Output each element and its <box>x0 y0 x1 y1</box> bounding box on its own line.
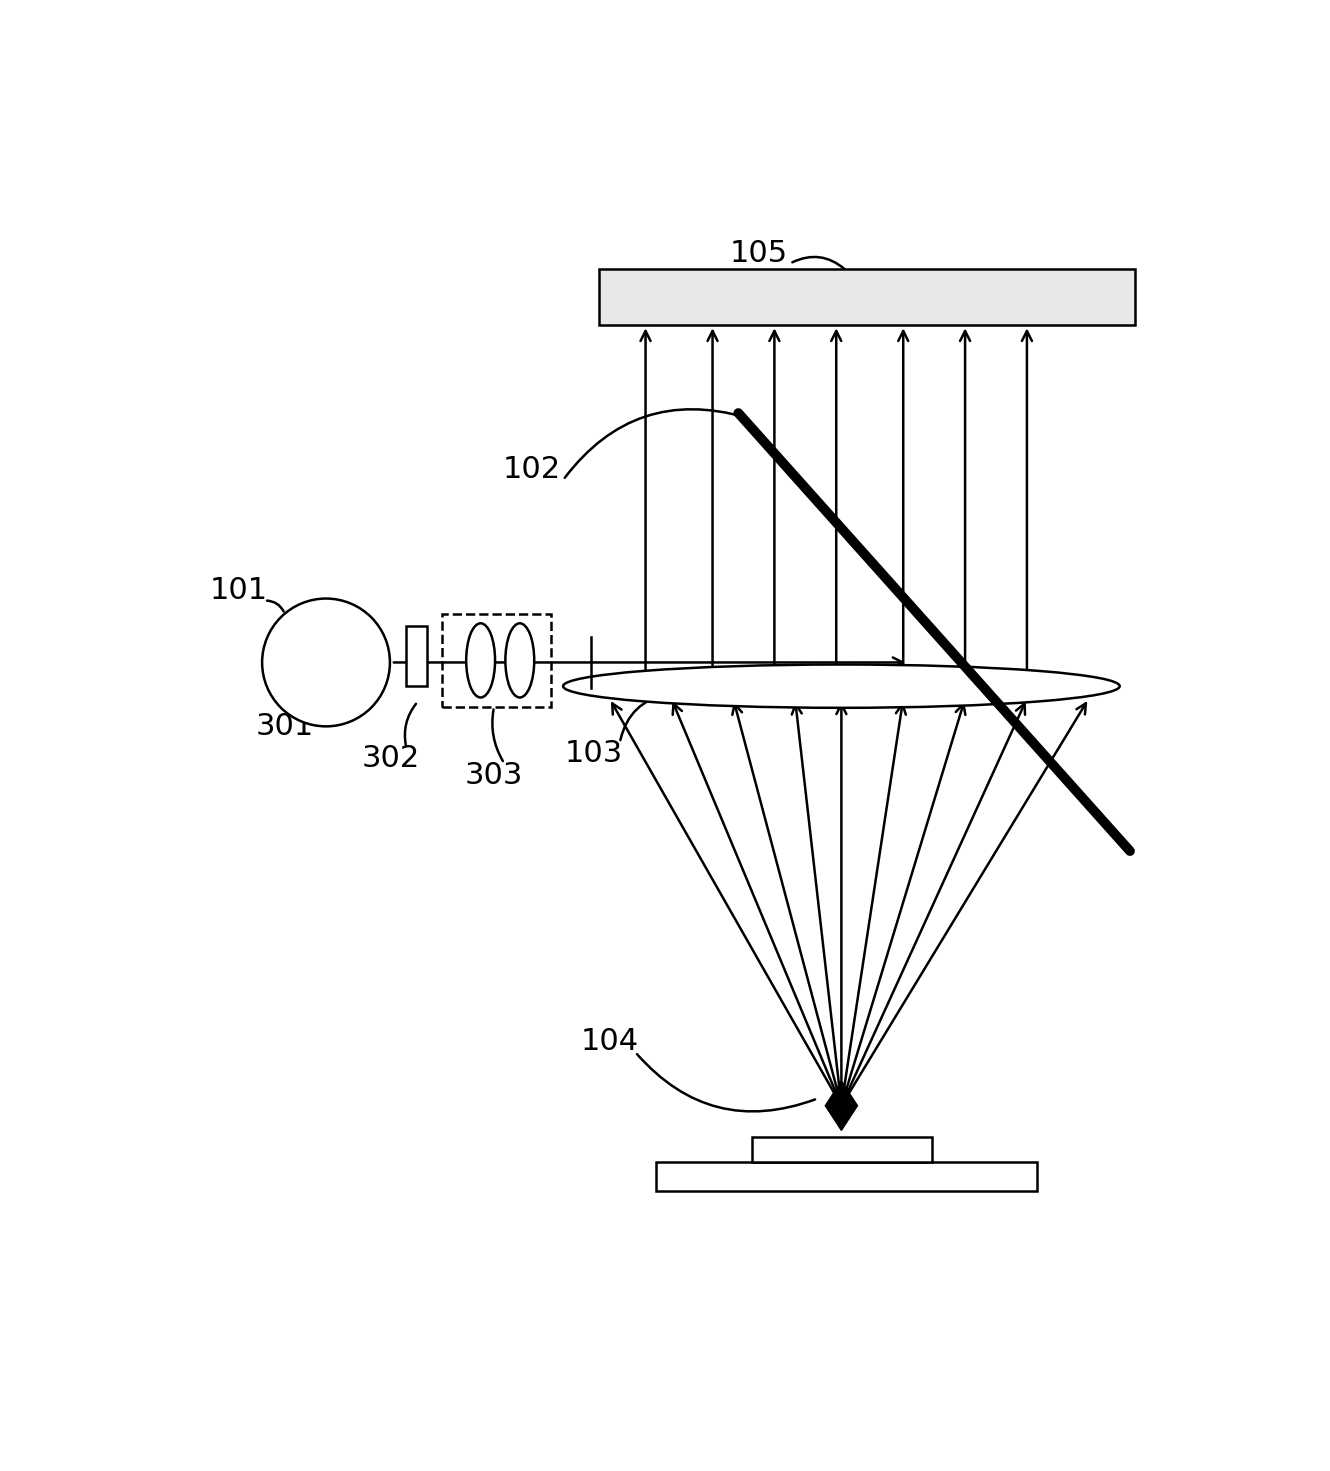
Text: 105: 105 <box>730 238 787 268</box>
Text: 103: 103 <box>565 738 624 768</box>
Text: 301: 301 <box>255 712 314 741</box>
Bar <box>443 613 551 706</box>
Polygon shape <box>826 1081 858 1130</box>
Text: 104: 104 <box>580 1027 638 1056</box>
Text: 102: 102 <box>503 455 561 484</box>
Text: 303: 303 <box>465 762 523 790</box>
Bar <box>407 627 427 685</box>
Bar <box>598 269 1136 325</box>
Ellipse shape <box>467 624 495 697</box>
Bar <box>656 1162 1037 1192</box>
Ellipse shape <box>563 665 1120 708</box>
Bar <box>751 1137 932 1162</box>
Text: 101: 101 <box>209 575 267 605</box>
Ellipse shape <box>505 624 535 697</box>
Text: 302: 302 <box>362 744 420 772</box>
Circle shape <box>262 599 390 727</box>
